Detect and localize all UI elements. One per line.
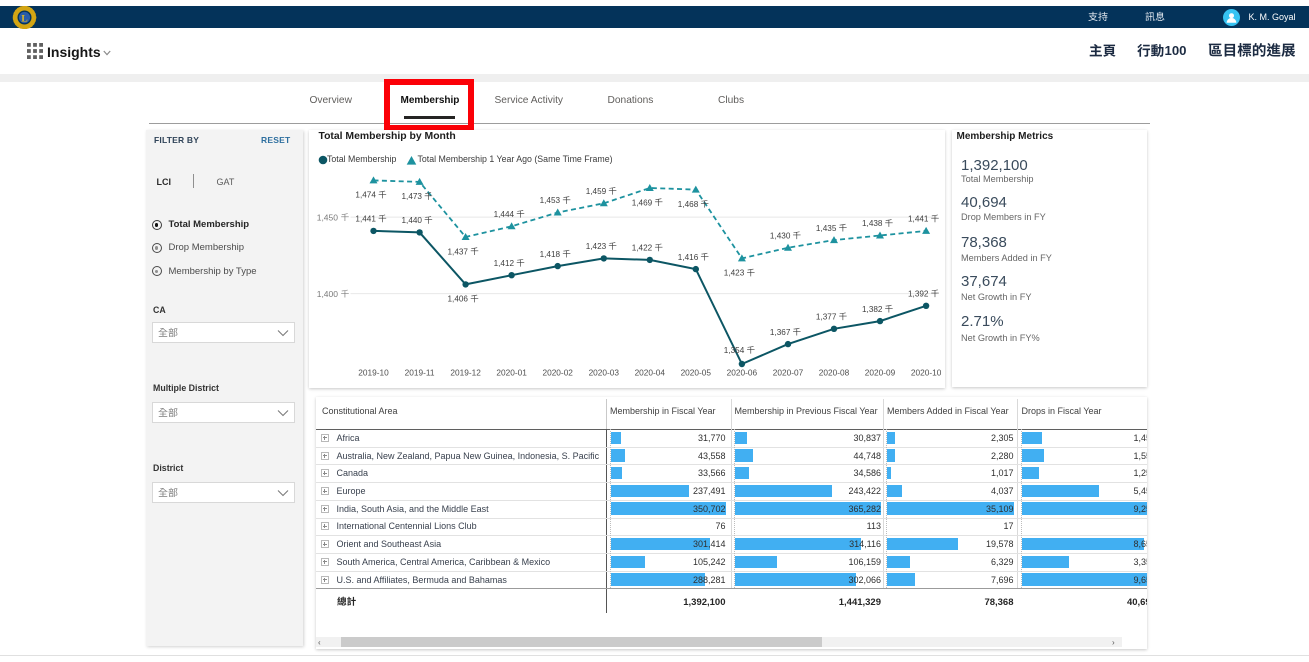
svg-text:1,459: 1,459 xyxy=(585,187,606,196)
svg-text:1,473: 1,473 xyxy=(401,192,422,201)
svg-text:2019-12: 2019-12 xyxy=(450,367,481,377)
svg-text:1,400: 1,400 xyxy=(316,288,338,298)
svg-text:2020-07: 2020-07 xyxy=(772,367,803,377)
svg-text:1,412: 1,412 xyxy=(493,258,514,267)
svg-text:1,377: 1,377 xyxy=(815,312,836,321)
svg-text:1,468: 1,468 xyxy=(677,199,698,208)
svg-text:1,453: 1,453 xyxy=(539,196,560,205)
svg-text:1,440: 1,440 xyxy=(401,216,422,225)
svg-text:1,444: 1,444 xyxy=(493,210,514,219)
svg-text:1,441: 1,441 xyxy=(908,214,929,223)
svg-text:1,392: 1,392 xyxy=(908,289,929,298)
svg-text:2020-01: 2020-01 xyxy=(496,367,527,377)
svg-text:1,435: 1,435 xyxy=(815,223,836,232)
svg-text:1,469: 1,469 xyxy=(631,198,652,207)
svg-text:1,450: 1,450 xyxy=(316,212,338,222)
svg-text:1,406: 1,406 xyxy=(447,294,468,303)
svg-text:2020-03: 2020-03 xyxy=(588,367,619,377)
svg-text:2020-09: 2020-09 xyxy=(864,367,895,377)
svg-text:2020-06: 2020-06 xyxy=(726,367,757,377)
svg-text:1,382: 1,382 xyxy=(862,304,883,313)
svg-text:2020-02: 2020-02 xyxy=(542,367,573,377)
svg-text:1,423: 1,423 xyxy=(723,268,744,277)
svg-text:2020-04: 2020-04 xyxy=(634,367,665,377)
svg-text:2020-08: 2020-08 xyxy=(818,367,849,377)
svg-text:1,416: 1,416 xyxy=(677,252,698,261)
svg-text:1,430: 1,430 xyxy=(769,231,790,240)
svg-text:1,354: 1,354 xyxy=(723,346,744,355)
svg-text:1,438: 1,438 xyxy=(862,219,883,228)
svg-text:1,474: 1,474 xyxy=(355,190,376,199)
svg-text:2020-10: 2020-10 xyxy=(910,367,941,377)
svg-text:1,437: 1,437 xyxy=(447,247,468,256)
svg-text:1,441: 1,441 xyxy=(355,214,376,223)
svg-text:2019-11: 2019-11 xyxy=(404,367,434,377)
svg-text:1,423: 1,423 xyxy=(585,242,606,251)
svg-text:1,367: 1,367 xyxy=(769,327,790,336)
svg-text:2019-10: 2019-10 xyxy=(358,367,389,377)
svg-text:L: L xyxy=(21,14,27,24)
svg-text:2020-05: 2020-05 xyxy=(680,367,711,377)
svg-text:1,422: 1,422 xyxy=(631,243,652,252)
svg-text:1,418: 1,418 xyxy=(539,249,560,258)
